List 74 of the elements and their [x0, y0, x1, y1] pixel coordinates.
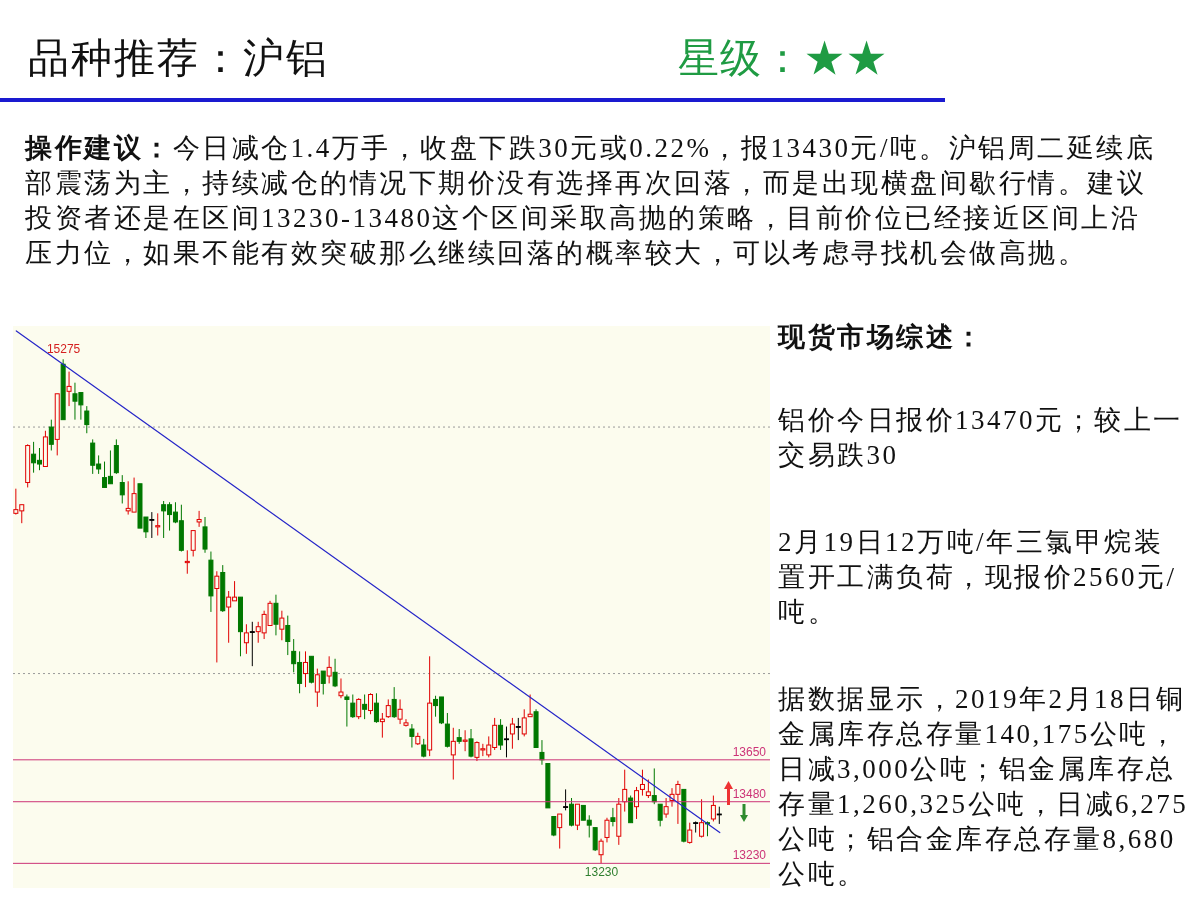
candlestick: [385, 698, 391, 719]
candlestick: [326, 655, 332, 684]
chart-title: 品种推荐：沪铝: [28, 34, 329, 82]
candlestick: [503, 726, 509, 758]
candlestick: [693, 820, 699, 834]
chart-subtitle: 星级：★★: [678, 34, 888, 82]
annotation: 13230: [584, 865, 619, 880]
candlestick: [249, 621, 255, 667]
candlestick: [468, 728, 474, 758]
candlestick: [368, 692, 374, 715]
annotation: 15275: [46, 342, 81, 357]
text: 铝价今日报价13470元；较上一交易跌30: [778, 404, 1184, 472]
candlestick: [155, 512, 161, 537]
candlestick: [119, 474, 125, 504]
candlestick: [243, 623, 249, 655]
candlestick: [356, 697, 362, 720]
candlestick: [285, 615, 291, 656]
candlestick: [184, 549, 190, 575]
candlestick: [710, 795, 716, 822]
candlestick: [527, 694, 533, 718]
candlestick: [592, 827, 598, 852]
candlestick: [539, 739, 545, 766]
candlestick: [196, 510, 202, 528]
ref-line-label: 13480: [732, 786, 767, 801]
candlestick: [303, 650, 309, 688]
candlestick: [450, 727, 456, 781]
candlestick: [344, 694, 350, 728]
candlestick: [391, 686, 397, 719]
candlestick: [202, 516, 208, 554]
candlestick: [350, 694, 356, 719]
candlestick: [604, 817, 610, 843]
candlestick: [498, 718, 504, 751]
candlestick: [214, 570, 220, 663]
candlestick: [338, 677, 344, 699]
candlestick: [598, 838, 604, 864]
candlestick: [574, 803, 580, 831]
ref-line-label: 13650: [732, 744, 767, 759]
candlestick: [279, 610, 285, 641]
candlestick: [563, 788, 569, 811]
candlestick: [373, 692, 379, 724]
candlestick: [149, 511, 155, 539]
candlestick: [379, 712, 385, 739]
candlestick: [190, 530, 196, 557]
candlestick: [610, 807, 616, 827]
candlestick: [509, 717, 515, 750]
candlestick: [362, 694, 368, 720]
candlestick: [515, 717, 521, 741]
candlestick: [320, 670, 326, 695]
candlestick: [687, 822, 693, 845]
candlestick: [403, 718, 409, 728]
candlestick: [663, 797, 669, 819]
candlestick: [657, 803, 663, 827]
candlestick: [557, 813, 563, 850]
candlestick: [48, 419, 54, 451]
candlestick: [639, 769, 645, 797]
candlestick: [699, 798, 705, 838]
candlestick: [332, 658, 338, 688]
candlestick: [273, 594, 279, 636]
candlestick: [521, 708, 527, 737]
text: 2月19日12万吨/年三氯甲烷装置开工满负荷，现报价2560元/吨。: [778, 526, 1178, 629]
text: 操作建议：今日减仓1.4万手，收盘下跌30元或0.22%，报13430元/吨。沪铝周二延续底部震荡为主，持续减仓的情况下期价没有选择再次回落，而是出现横盘间歇行情。建议投资者还是在区间13230-13480这个区间采取高抛的策略，目前价位已经接近区间上沿压力位，如果不能有效突破那么继续回落的概率较大，可以考虑寻找机会做高抛。: [25, 132, 1157, 270]
candlestick: [634, 786, 640, 820]
candlestick: [622, 769, 628, 813]
candlestick: [397, 698, 403, 725]
candlestick: [84, 405, 90, 434]
candlestick: [462, 729, 468, 752]
text: 现货市场综述：: [778, 321, 986, 354]
candlestick: [569, 797, 575, 827]
text: 据数据显示，2019年2月18日铜金属库存总存量140,175公吨，日减3,000公吨；铝金属库存总存量1,260,325公吨，日减6,275公吨；铝合金库存总存量8,680公吨。: [778, 683, 1190, 891]
candlestick: [314, 668, 320, 708]
candlestick: [645, 779, 651, 799]
candlestick: [409, 723, 415, 748]
candlestick: [66, 371, 72, 407]
ref-line-label: 13230: [732, 848, 767, 863]
